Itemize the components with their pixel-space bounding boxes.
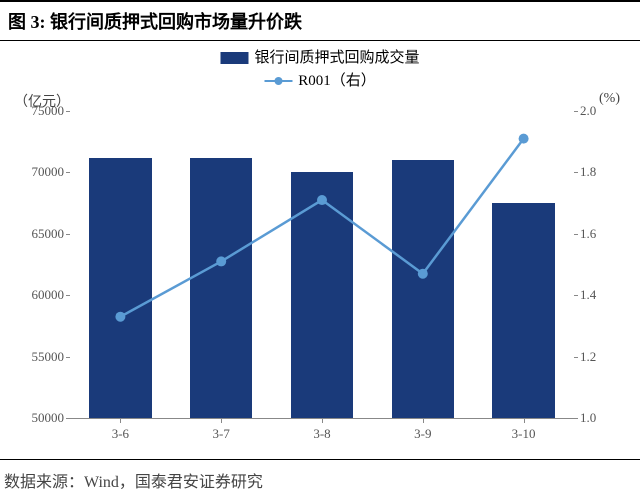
data-source: 数据来源：Wind，国泰君安证券研究	[0, 459, 640, 492]
ytick-right: 1.0	[580, 410, 614, 426]
xtick-label: 3-9	[414, 426, 431, 442]
legend: 银行间质押式回购成交量 R001（右）	[220, 47, 419, 92]
ytick-left: 65000	[18, 226, 64, 242]
ytick-right: 2.0	[580, 103, 614, 119]
xtick-label: 3-10	[512, 426, 536, 442]
ytick-right: 1.2	[580, 349, 614, 365]
line-marker	[519, 134, 529, 144]
chart-area: 银行间质押式回购成交量 R001（右） （亿元） (%) 50000550006…	[0, 41, 640, 459]
ytick-left: 50000	[18, 410, 64, 426]
bar-swatch-icon	[220, 52, 248, 64]
line-marker	[216, 256, 226, 266]
line-marker	[418, 269, 428, 279]
line-marker	[317, 195, 327, 205]
legend-line-row: R001（右）	[220, 70, 419, 93]
line-series	[70, 111, 574, 418]
line-path	[120, 139, 523, 317]
ytick-right: 1.8	[580, 164, 614, 180]
line-marker	[115, 312, 125, 322]
legend-bar-row: 银行间质押式回购成交量	[220, 47, 419, 70]
ytick-left: 60000	[18, 287, 64, 303]
xtick-label: 3-8	[313, 426, 330, 442]
xtick-label: 3-7	[213, 426, 230, 442]
ytick-right: 1.4	[580, 287, 614, 303]
ytick-right: 1.6	[580, 226, 614, 242]
line-swatch-icon	[264, 80, 292, 82]
ytick-left: 70000	[18, 164, 64, 180]
plot-region: 5000055000600006500070000750001.01.21.41…	[70, 111, 574, 419]
legend-bar-label: 银行间质押式回购成交量	[254, 47, 419, 70]
ytick-left: 75000	[18, 103, 64, 119]
legend-line-label: R001（右）	[298, 70, 376, 93]
ytick-left: 55000	[18, 349, 64, 365]
xtick-label: 3-6	[112, 426, 129, 442]
figure-title: 图 3: 银行间质押式回购市场量升价跌	[0, 0, 640, 41]
